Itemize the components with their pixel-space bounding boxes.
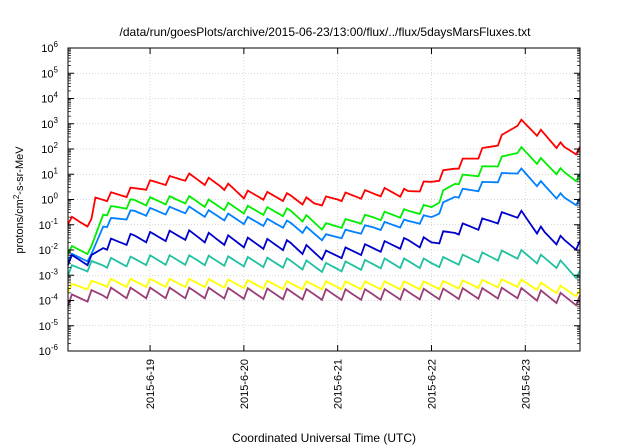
x-tick-label: 2015-6-23 <box>520 359 532 409</box>
y-tick-label: 10-3 <box>39 267 59 282</box>
series-line-6 <box>67 277 581 298</box>
y-axis-label: protons/cm2-s-sr-MeV <box>12 146 26 254</box>
y-tick-label: 101 <box>41 166 58 181</box>
x-tick-label: 2015-6-19 <box>145 359 157 409</box>
y-tick-label: 10-1 <box>39 217 59 232</box>
x-tick-label: 2015-6-20 <box>239 359 251 409</box>
y-tick-label: 10-4 <box>39 293 59 308</box>
series-line-4 <box>67 209 581 267</box>
y-tick-label: 106 <box>41 40 58 55</box>
series-line-1 <box>67 118 581 228</box>
axis-ticks: 106 105 104 103 102 101 100 10-1 10-2 10-3 10-4 10-… <box>39 40 580 409</box>
series-line-5 <box>67 248 581 280</box>
y-tick-label: 103 <box>41 116 58 131</box>
series-line-7 <box>67 286 581 307</box>
series-lines <box>67 118 581 307</box>
chart-title: /data/run/goesPlots/archive/2015-06-23/1… <box>120 25 532 39</box>
y-tick-label: 10-2 <box>39 242 59 257</box>
x-tick-label: 2015-6-21 <box>333 359 345 409</box>
series-line-2 <box>67 145 581 256</box>
y-tick-label: 104 <box>41 91 58 106</box>
y-tick-label: 102 <box>41 141 58 156</box>
x-tick-label: 2015-6-22 <box>426 359 438 409</box>
y-tick-label: 10-5 <box>39 318 59 333</box>
y-tick-label: 100 <box>41 192 58 207</box>
y-tick-label: 10-6 <box>39 343 59 358</box>
x-axis-label: Coordinated Universal Time (UTC) <box>232 431 416 445</box>
y-tick-label: 105 <box>41 65 58 80</box>
series-line-3 <box>67 167 581 263</box>
